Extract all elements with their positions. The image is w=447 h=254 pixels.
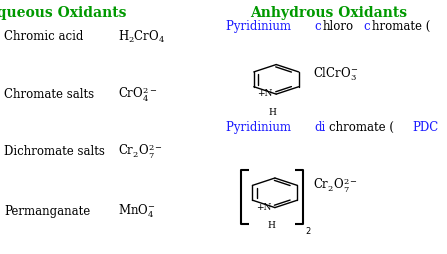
Text: Dichromate salts: Dichromate salts bbox=[4, 145, 105, 157]
Text: di: di bbox=[314, 121, 326, 133]
Text: Permanganate: Permanganate bbox=[4, 204, 91, 217]
Text: Pyridinium: Pyridinium bbox=[226, 20, 295, 33]
Text: hromate (: hromate ( bbox=[372, 20, 430, 33]
Text: hloro: hloro bbox=[323, 20, 354, 33]
Text: c: c bbox=[314, 20, 321, 33]
Text: Chromic acid: Chromic acid bbox=[4, 30, 84, 43]
Text: +N: +N bbox=[257, 89, 273, 98]
Text: Aqueous Oxidants: Aqueous Oxidants bbox=[0, 6, 126, 20]
Text: +N: +N bbox=[256, 202, 271, 211]
Text: H: H bbox=[267, 220, 275, 229]
Text: $\mathdefault{Cr_2O_7^{2-}}$: $\mathdefault{Cr_2O_7^{2-}}$ bbox=[313, 174, 358, 194]
Text: Pyridinium: Pyridinium bbox=[226, 121, 295, 133]
Text: Chromate salts: Chromate salts bbox=[4, 88, 95, 100]
Text: PDC: PDC bbox=[413, 121, 439, 133]
Text: $\mathdefault{MnO_4^{-}}$: $\mathdefault{MnO_4^{-}}$ bbox=[118, 202, 156, 219]
Text: $\mathdefault{ClCrO_3^{-}}$: $\mathdefault{ClCrO_3^{-}}$ bbox=[313, 65, 358, 82]
Text: $\mathdefault{CrO_4^{2-}}$: $\mathdefault{CrO_4^{2-}}$ bbox=[118, 84, 158, 104]
Text: $\mathdefault{H_2CrO_4}$: $\mathdefault{H_2CrO_4}$ bbox=[118, 29, 166, 45]
Text: Anhydrous Oxidants: Anhydrous Oxidants bbox=[250, 6, 407, 20]
Text: c: c bbox=[363, 20, 370, 33]
Text: $\mathdefault{Cr_2O_7^{2-}}$: $\mathdefault{Cr_2O_7^{2-}}$ bbox=[118, 141, 164, 161]
Text: $_2$: $_2$ bbox=[305, 223, 312, 236]
Text: H: H bbox=[269, 107, 277, 116]
Text: chromate (: chromate ( bbox=[329, 121, 394, 133]
